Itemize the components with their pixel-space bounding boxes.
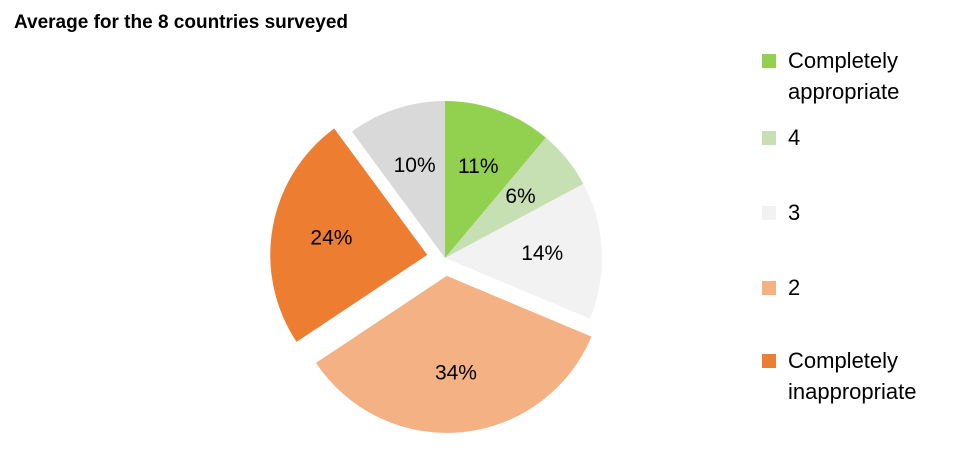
legend-label-2: 3	[788, 197, 973, 228]
slice-label-1: 6%	[505, 185, 535, 208]
pie-slice-0	[445, 101, 546, 258]
slice-label-0: 11%	[458, 155, 498, 178]
legend-label-4: Completely inappropriate	[788, 345, 973, 407]
legend-label-line: appropriate	[788, 79, 900, 104]
legend-label-line: Completely	[788, 348, 899, 373]
legend-swatch-3	[762, 281, 776, 295]
legend-swatch-2	[762, 206, 776, 220]
legend-label-line: 4	[788, 125, 801, 150]
legend-label-1: 4	[788, 122, 973, 153]
legend-label-line: Completely	[788, 48, 899, 73]
legend-label-3: 2	[788, 272, 973, 303]
legend-label-0: Completely appropriate	[788, 45, 973, 107]
legend-swatch-1	[762, 131, 776, 145]
legend-label-line: inappropriate	[788, 379, 917, 404]
pie-slice-5	[351, 101, 445, 258]
slice-label-5: 10%	[394, 154, 436, 177]
legend-label-line: 2	[788, 275, 801, 300]
legend-swatch-0	[762, 54, 776, 68]
legend-swatch-4	[762, 354, 776, 368]
slice-label-2: 14%	[521, 242, 563, 265]
legend-label-line: 3	[788, 200, 801, 225]
pie-slice-4	[270, 128, 428, 342]
chart-title: Average for the 8 countries surveyed	[14, 12, 349, 33]
slice-label-3: 34%	[435, 361, 477, 384]
pie-slice-3	[315, 275, 592, 433]
pie-slice-2	[445, 183, 602, 319]
slice-label-4: 24%	[310, 226, 352, 249]
pie-slice-1	[445, 137, 584, 258]
